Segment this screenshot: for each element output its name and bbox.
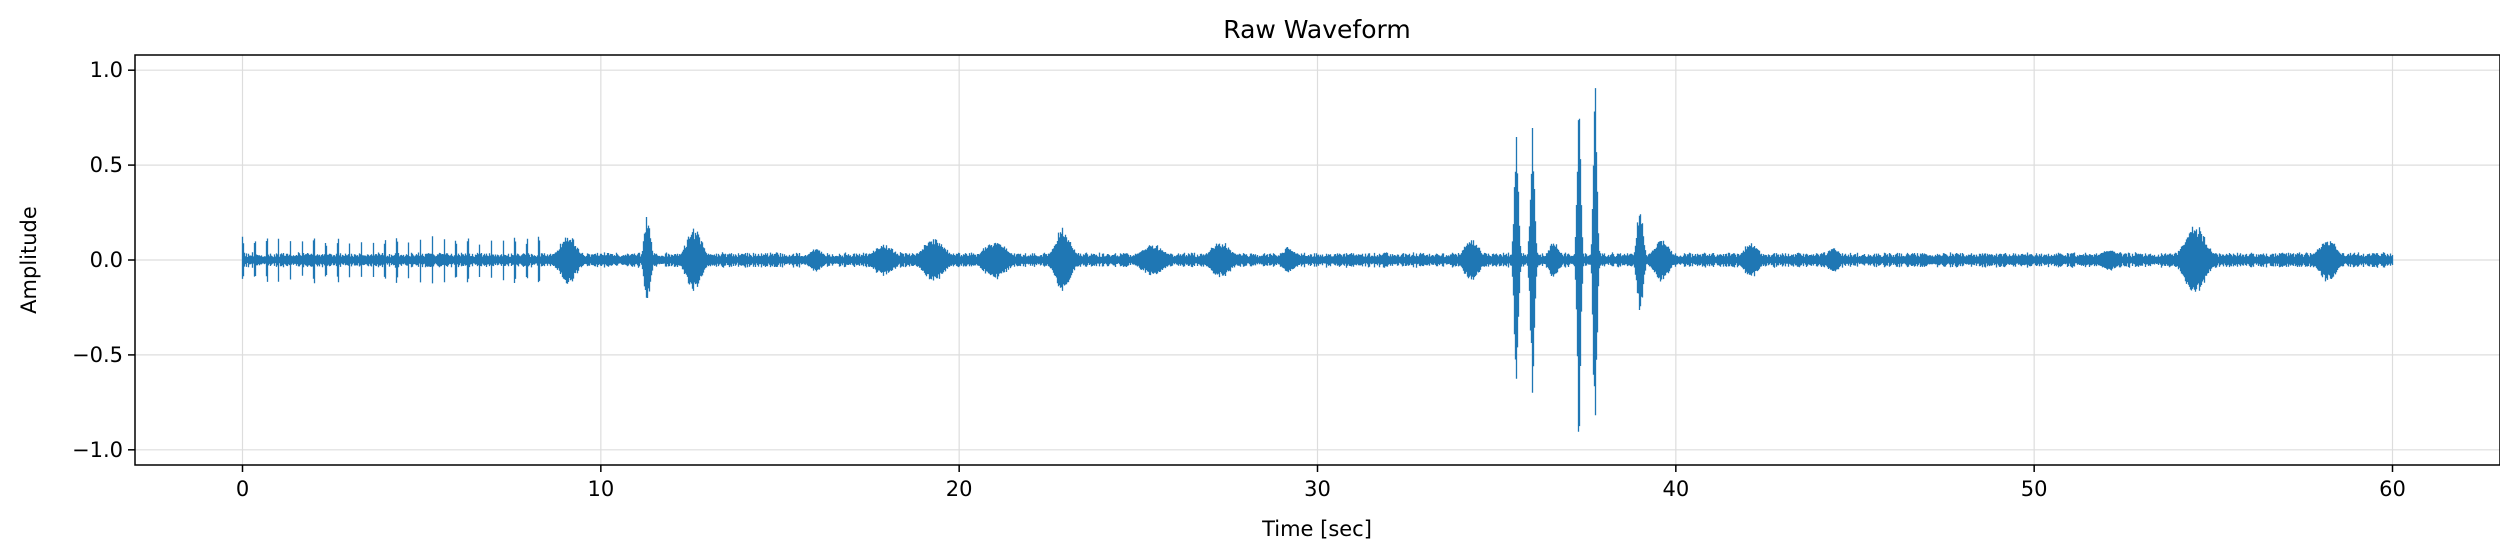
x-tick-label: 50 bbox=[2021, 477, 2048, 501]
x-tick-label: 40 bbox=[1662, 477, 1689, 501]
y-tick-label: −1.0 bbox=[72, 438, 123, 462]
x-tick-label: 0 bbox=[236, 477, 249, 501]
x-tick-label: 20 bbox=[946, 477, 973, 501]
waveform-line bbox=[241, 88, 2394, 432]
x-axis-label: Time [sec] bbox=[1261, 517, 1372, 541]
y-tick-label: 0.5 bbox=[90, 153, 123, 177]
y-tick-label: 1.0 bbox=[90, 58, 123, 82]
x-axis-ticks: 0 10 20 30 40 50 60 bbox=[236, 465, 2406, 501]
y-tick-label: 0.0 bbox=[90, 248, 123, 272]
waveform-series bbox=[241, 88, 2394, 432]
x-tick-label: 10 bbox=[587, 477, 614, 501]
x-tick-label: 60 bbox=[2379, 477, 2406, 501]
x-tick-label: 30 bbox=[1304, 477, 1331, 501]
chart-title: Raw Waveform bbox=[1223, 15, 1410, 44]
y-axis-label: Amplitude bbox=[17, 206, 41, 314]
y-tick-label: −0.5 bbox=[72, 343, 123, 367]
y-axis-ticks: 1.0 0.5 0.0 −0.5 −1.0 bbox=[72, 58, 135, 462]
plot-frame bbox=[134, 54, 2500, 466]
